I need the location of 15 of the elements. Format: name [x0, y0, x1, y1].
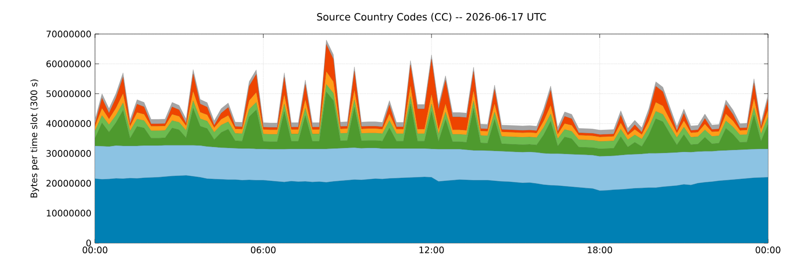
y-axis-title: Bytes per time slot (300 s): [30, 80, 39, 198]
x-tick-label: 06:00: [250, 246, 276, 254]
chart-title: Source Country Codes (CC) -- 2026-06-17 UTC: [317, 12, 546, 23]
y-tick-label: 70000000: [46, 30, 91, 38]
y-tick-label: 60000000: [46, 60, 91, 68]
y-tick-label: 0: [86, 240, 91, 246]
y-tick-label: 30000000: [46, 150, 91, 157]
y-tick-label: 40000000: [46, 120, 91, 127]
y-tick-label: 20000000: [46, 180, 91, 187]
x-tick-label: 00:00: [82, 246, 108, 254]
x-tick-label: 00:00: [756, 246, 780, 254]
x-tick-label: 12:00: [420, 246, 444, 254]
y-tick-label: 50000000: [46, 90, 91, 98]
x-tick-label: 18:00: [588, 246, 612, 254]
y-tick-label: 10000000: [46, 210, 91, 217]
